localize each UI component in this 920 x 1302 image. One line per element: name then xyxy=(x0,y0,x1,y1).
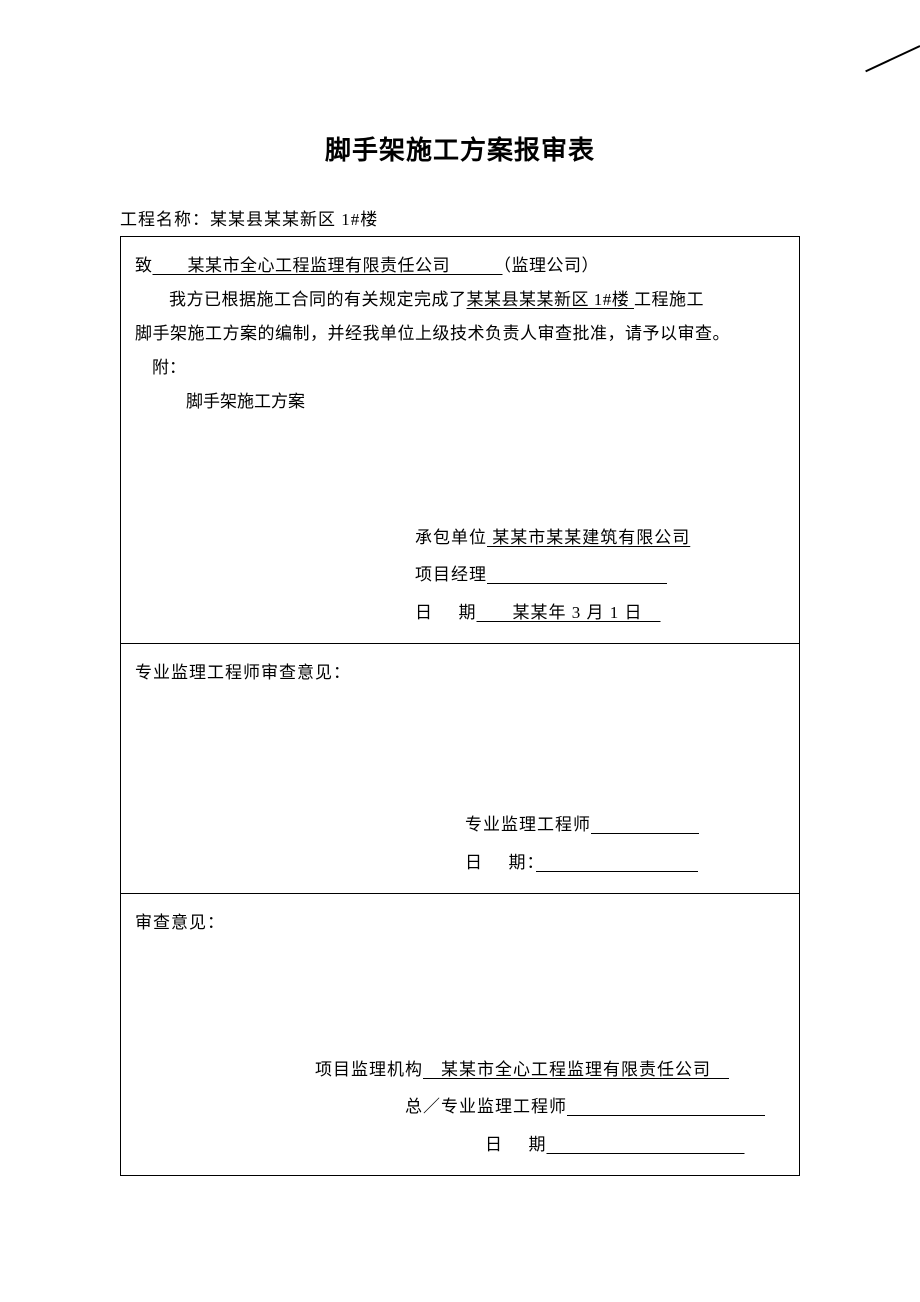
body-project: 某某县某某新区 1#楼 xyxy=(467,290,635,309)
project-name-value: 某某县某某新区 1#楼 xyxy=(210,210,378,229)
project-label: 工程名称： xyxy=(120,210,210,229)
specialist-sig-label: 专业监理工程师 xyxy=(465,815,591,834)
body-line-1: 我方已根据施工合同的有关规定完成了某某县某某新区 1#楼 工程施工 xyxy=(135,283,785,317)
body-prefix: 我方已根据施工合同的有关规定完成了 xyxy=(169,290,467,309)
contractor-label: 承包单位 xyxy=(415,528,487,547)
date-blank-3 xyxy=(547,1135,745,1154)
addressee-line: 致 某某市全心工程监理有限责任公司 （监理公司） xyxy=(135,249,785,283)
specialist-sig-line: 专业监理工程师 xyxy=(135,806,785,843)
date-d-2: 日 xyxy=(465,853,483,872)
contractor-line: 承包单位 某某市某某建筑有限公司 xyxy=(135,519,785,556)
date-d-3: 日 xyxy=(485,1135,503,1154)
chief-blank xyxy=(567,1097,765,1116)
date-value-1: 某某年 3 月 1 日 xyxy=(477,603,661,622)
attach-item: 脚手架施工方案 xyxy=(135,385,785,419)
org-label: 项目监理机构 xyxy=(315,1060,423,1079)
body-text: 我方已根据施工合同的有关规定完成了某某县某某新区 1#楼 工程施工 脚手架施工方… xyxy=(135,283,785,351)
pm-blank xyxy=(487,565,667,584)
review-title: 审查意见： xyxy=(135,906,785,940)
form-table: 致 某某市全心工程监理有限责任公司 （监理公司） 我方已根据施工合同的有关规定完… xyxy=(120,236,800,1176)
contractor-value: 某某市某某建筑有限公司 xyxy=(487,528,690,547)
to-company: 某某市全心工程监理有限责任公司 xyxy=(153,256,503,275)
org-value: 某某市全心工程监理有限责任公司 xyxy=(423,1060,729,1079)
body-line-2: 脚手架施工方案的编制，并经我单位上级技术负责人审查批准，请予以审查。 xyxy=(135,317,785,351)
page-container: 脚手架施工方案报审表 工程名称：某某县某某新区 1#楼 致 某某市全心工程监理有… xyxy=(0,0,920,1256)
date-q-3: 期 xyxy=(529,1135,547,1154)
project-name-line: 工程名称：某某县某某新区 1#楼 xyxy=(120,205,800,230)
org-line: 项目监理机构 某某市全心工程监理有限责任公司 xyxy=(135,1051,785,1088)
body-suffix1: 工程施工 xyxy=(634,290,704,309)
specialist-review-title: 专业监理工程师审查意见： xyxy=(135,656,785,690)
specialist-sig-blank xyxy=(591,815,699,834)
pm-label: 项目经理 xyxy=(415,565,487,584)
date-d: 日 xyxy=(415,603,433,622)
date-line-2: 日 期： xyxy=(135,844,785,881)
section-submission: 致 某某市全心工程监理有限责任公司 （监理公司） 我方已根据施工合同的有关规定完… xyxy=(121,237,799,644)
date-q-2: 期： xyxy=(509,853,537,872)
date-line-1: 日 期 某某年 3 月 1 日 xyxy=(135,594,785,631)
attach-label: 附： xyxy=(135,351,785,385)
date-q: 期 xyxy=(459,603,477,622)
date-line-3: 日期 xyxy=(135,1126,785,1163)
chief-label: 总／专业监理工程师 xyxy=(405,1097,567,1116)
section-review: 审查意见： 项目监理机构 某某市全心工程监理有限责任公司 总／专业监理工程师 日… xyxy=(121,894,799,1175)
chief-line: 总／专业监理工程师 xyxy=(135,1088,785,1125)
to-suffix: （监理公司） xyxy=(503,256,600,275)
section-specialist-review: 专业监理工程师审查意见： 专业监理工程师 日 期： xyxy=(121,644,799,894)
signature-block-1: 承包单位 某某市某某建筑有限公司 项目经理 日 期 某某年 3 月 1 日 xyxy=(135,519,785,631)
pm-line: 项目经理 xyxy=(135,556,785,593)
date-blank-2 xyxy=(536,853,698,872)
to-prefix: 致 xyxy=(135,256,153,275)
document-title: 脚手架施工方案报审表 xyxy=(120,130,800,167)
